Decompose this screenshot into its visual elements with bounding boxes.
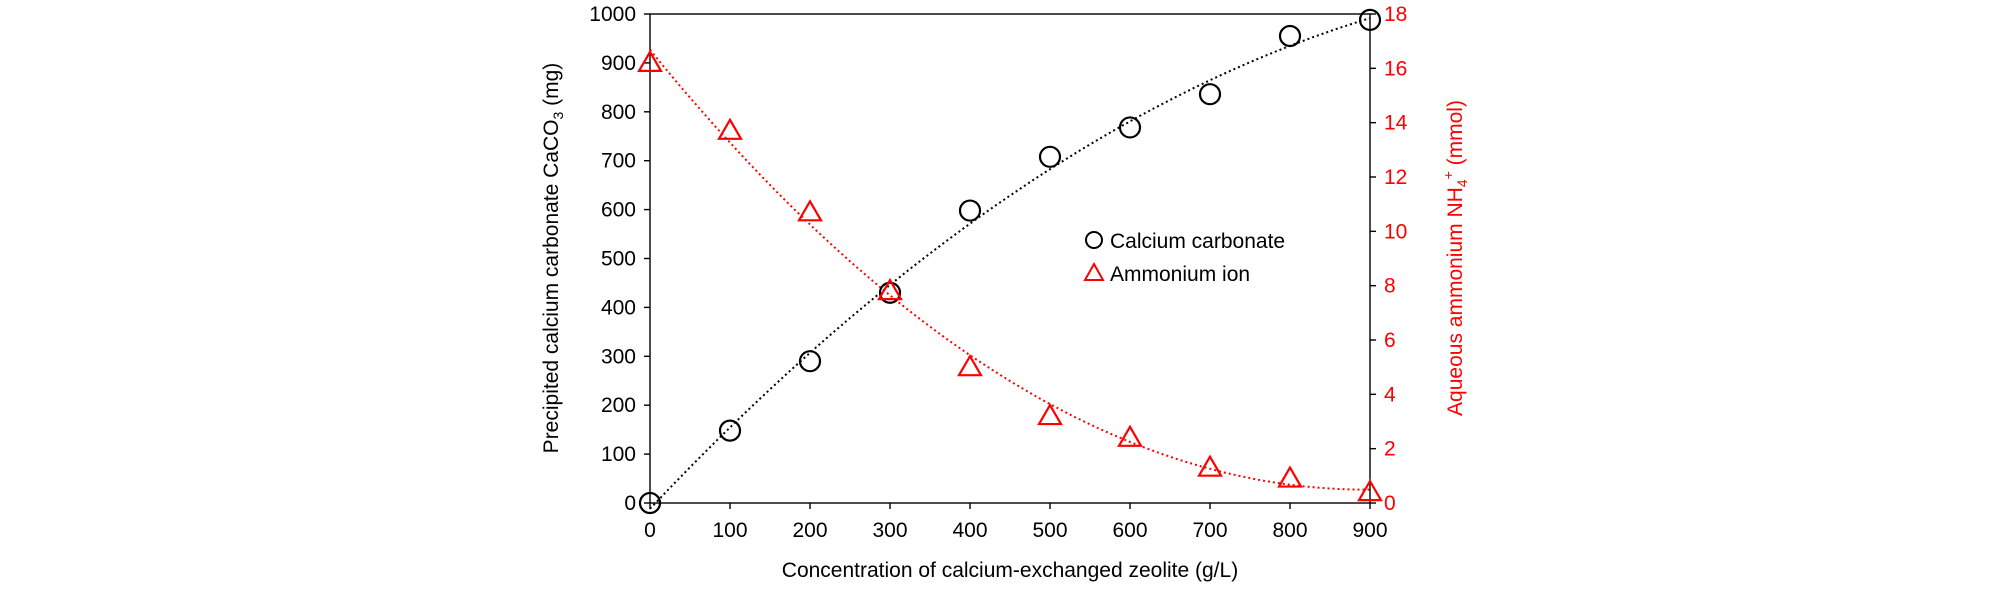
data-point-calcium-carbonate xyxy=(718,419,742,442)
y-tick-label-left: 900 xyxy=(601,52,636,75)
x-tick-label: 500 xyxy=(1032,519,1067,542)
plot-area-frame xyxy=(649,13,1371,504)
y-axis-title-right-main: Aqueous ammonium NH xyxy=(1444,187,1467,416)
data-point-calcium-carbonate xyxy=(1198,83,1222,106)
data-point-ammonium-ion xyxy=(957,353,983,377)
y-tick-label-right: 18 xyxy=(1384,3,1407,26)
y-tick-label-right: 2 xyxy=(1384,438,1396,461)
data-point-ammonium-ion xyxy=(1117,424,1143,447)
y-axis-title-right: Aqueous ammonium NH4+ (mmol) xyxy=(1440,100,1470,416)
y-tick-label-left: 800 xyxy=(601,101,636,124)
y-tick-label-right: 10 xyxy=(1384,220,1407,243)
data-markers xyxy=(637,8,1383,515)
y-axis-title-left-main: Precipited calcium carbonate CaCO xyxy=(540,119,563,453)
y-tick-label-left: 200 xyxy=(601,394,636,417)
axis-ticks: 0 100 200 300 400 500 600 700 800 900010020030040… xyxy=(589,3,1407,542)
y-axis-title-right-unit: (mmol) xyxy=(1444,100,1467,171)
data-point-ammonium-ion xyxy=(1277,465,1303,488)
y-tick-label-left: 1000 xyxy=(589,3,636,26)
y-tick-label-right: 0 xyxy=(1384,492,1396,515)
data-point-calcium-carbonate xyxy=(1358,8,1382,31)
x-tick-label: 900 xyxy=(1352,519,1387,542)
data-point-ammonium-ion xyxy=(797,199,823,222)
trendline-series-0 xyxy=(649,17,1371,510)
data-point-ammonium-ion xyxy=(877,277,903,301)
legend-label-ammonium-ion: Ammonium ion xyxy=(1110,263,1250,286)
x-tick-label: 200 xyxy=(792,519,827,542)
x-axis-title: Concentration of calcium-exchanged zeoli… xyxy=(782,559,1238,582)
x-tick-label: 800 xyxy=(1272,519,1307,542)
y-axis-title-left: Precipited calcium carbonate CaCO3 (mg) xyxy=(540,63,566,454)
y-tick-label-right: 12 xyxy=(1384,166,1407,189)
y-tick-label-right: 8 xyxy=(1384,275,1396,298)
y-tick-label-left: 300 xyxy=(601,345,636,368)
data-point-calcium-carbonate xyxy=(958,199,982,222)
data-point-calcium-carbonate xyxy=(798,350,822,373)
data-point-ammonium-ion xyxy=(637,49,663,73)
data-point-calcium-carbonate xyxy=(1038,145,1062,168)
x-tick-label: 100 xyxy=(712,519,747,542)
x-tick-label: 400 xyxy=(952,519,987,542)
data-point-ammonium-ion xyxy=(1357,478,1383,502)
legend: Calcium carbonate Ammonium ion xyxy=(1083,230,1285,286)
y-tick-label-left: 100 xyxy=(601,443,636,466)
y-tick-label-right: 6 xyxy=(1384,329,1396,352)
legend-circle-icon xyxy=(1085,231,1103,249)
y-tick-label-left: 600 xyxy=(601,199,636,222)
x-tick-label: 0 xyxy=(644,519,656,542)
data-point-calcium-carbonate xyxy=(1278,24,1302,48)
trendline-series-1 xyxy=(649,49,1370,491)
y-axis-title-right-subscript: 4 xyxy=(1454,179,1470,187)
y-tick-label-left: 500 xyxy=(601,248,636,271)
data-point-ammonium-ion xyxy=(1037,402,1063,426)
y-tick-label-left: 400 xyxy=(601,296,636,319)
data-point-calcium-carbonate xyxy=(878,281,902,304)
y-tick-label-right: 4 xyxy=(1384,383,1396,406)
legend-label-calcium-carbonate: Calcium carbonate xyxy=(1110,230,1285,253)
trendlines xyxy=(649,17,1371,510)
y-tick-label-left: 700 xyxy=(601,150,636,173)
y-tick-label-right: 14 xyxy=(1384,112,1408,135)
legend-triangle-icon xyxy=(1083,261,1105,281)
data-point-calcium-carbonate xyxy=(638,491,662,515)
x-tick-label: 600 xyxy=(1112,519,1147,542)
data-point-ammonium-ion xyxy=(1197,454,1223,477)
x-tick-label: 300 xyxy=(872,519,907,542)
y-axis-title-right-superscript: + xyxy=(1440,171,1456,179)
y-tick-label-right: 16 xyxy=(1384,57,1407,80)
y-axis-title-left-unit: (mg) xyxy=(540,63,563,112)
y-tick-label-left: 0 xyxy=(624,492,636,515)
y-axis-title-left-subscript: 3 xyxy=(550,111,566,119)
x-tick-label: 700 xyxy=(1192,519,1227,542)
data-point-calcium-carbonate xyxy=(1118,116,1142,139)
data-point-ammonium-ion xyxy=(717,117,743,140)
